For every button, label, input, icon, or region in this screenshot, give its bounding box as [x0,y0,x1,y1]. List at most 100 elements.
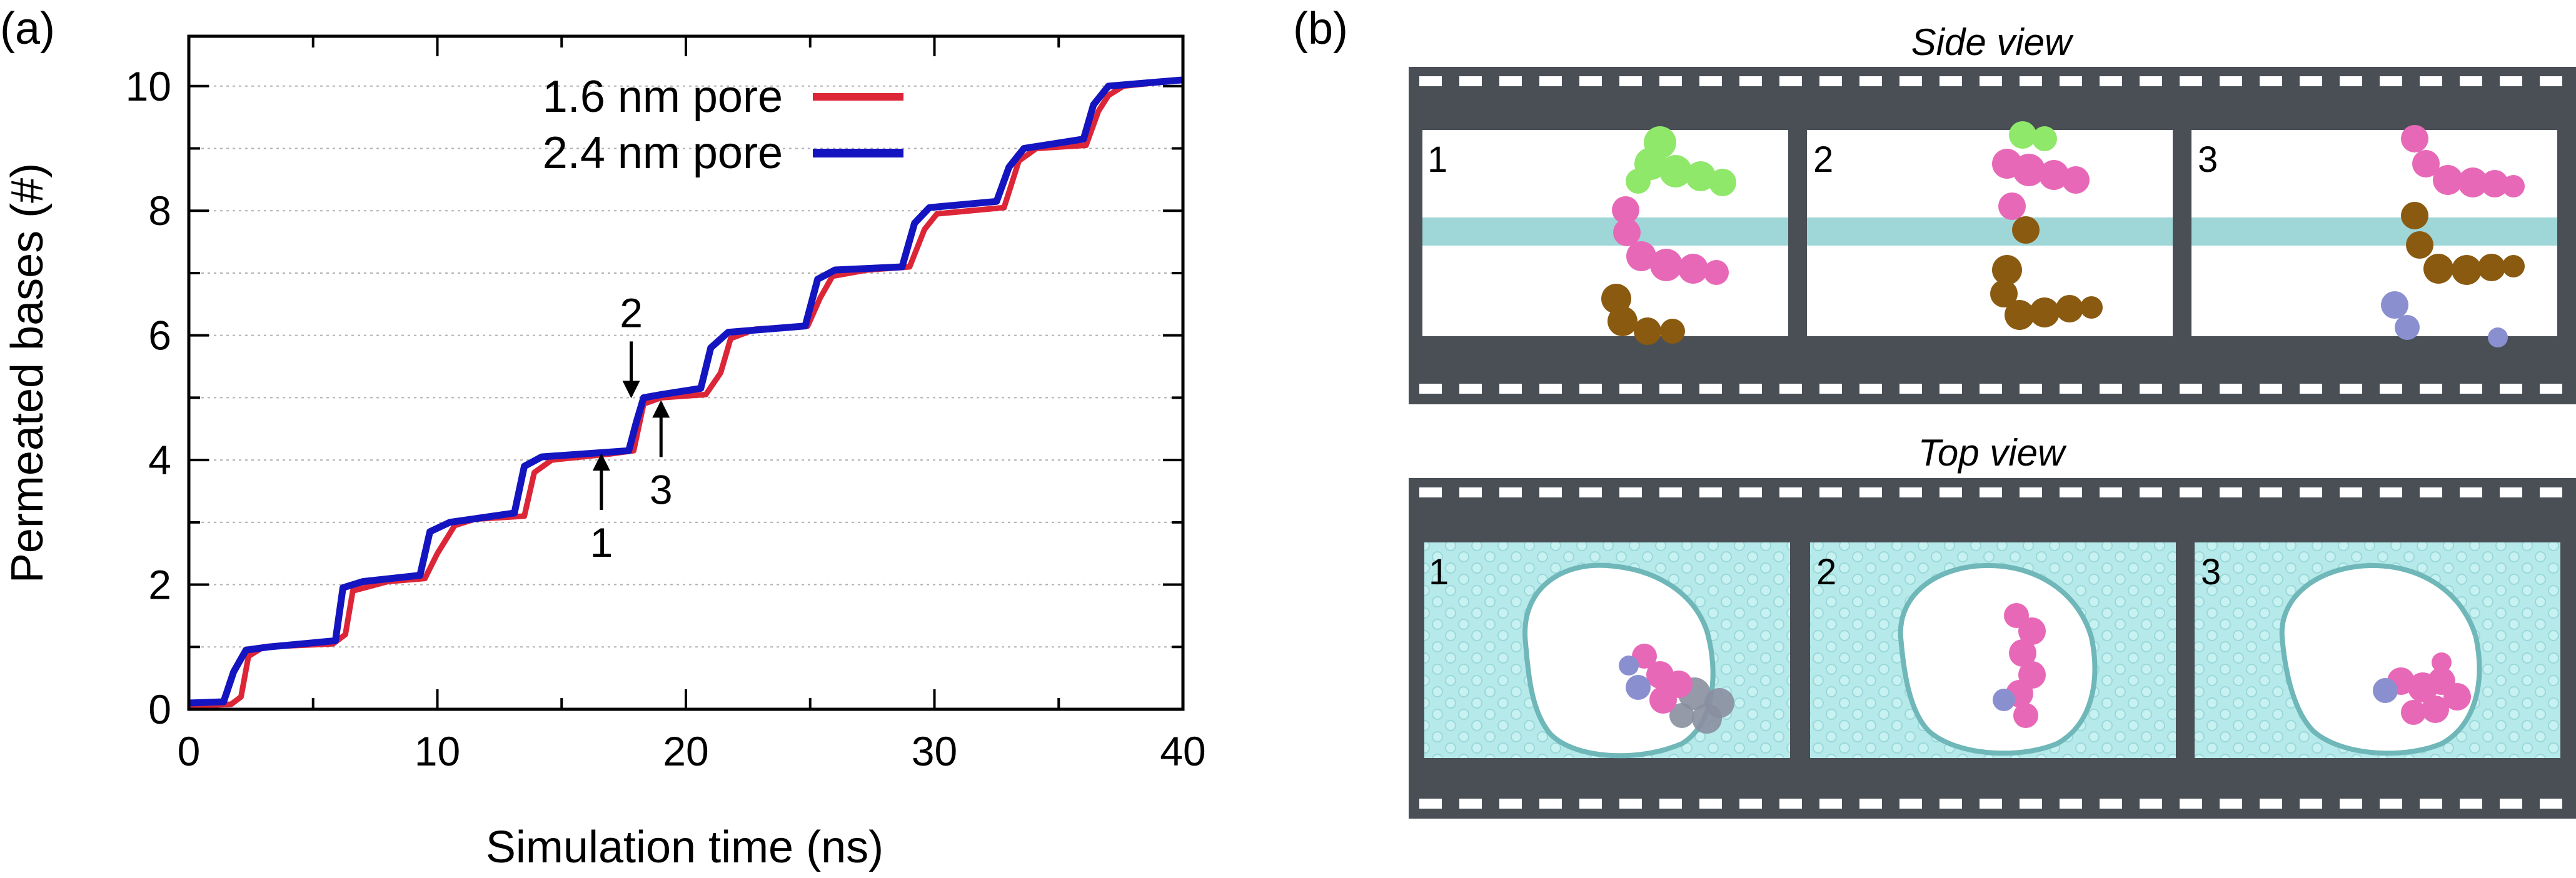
y-tick-label: 8 [148,187,171,234]
perforation [2220,76,2242,86]
perforation [2180,487,2202,497]
x-tick-label: 0 [178,728,201,774]
perforation [2140,799,2162,809]
perforation [1539,487,1562,497]
side-view-title: Side view [1911,21,2074,63]
perforation [2260,76,2282,86]
legend-label: 1.6 nm pore [543,72,783,122]
perforation [2140,487,2162,497]
perforation [2020,487,2042,497]
perforation [1779,76,1802,86]
perforation [1739,487,1762,497]
dna-strand [2381,125,2525,347]
perforation [2340,487,2362,497]
perforation [1499,799,1522,809]
x-tick-label: 10 [415,728,460,774]
perforation [1499,76,1522,86]
perforation [1940,487,1962,497]
film-perforations [1419,76,2562,394]
y-tick-label: 0 [148,686,171,732]
perforation [1419,487,1442,497]
y-tick-label: 6 [148,312,171,359]
frame-number: 1 [1429,552,1449,592]
y-tick-label: 4 [148,437,171,483]
perforation [1459,384,1482,394]
perforation [2260,384,2282,394]
perforation [2460,487,2482,497]
series-line-2-4nm [188,76,1184,707]
perforation [1659,799,1682,809]
perforation [1779,487,1802,497]
perforation [1940,799,1962,809]
side-frame-1: 1 [1422,126,1788,345]
perforation [1459,799,1482,809]
perforation [1419,384,1442,394]
film-perforations [1419,487,2562,809]
perforation [1980,384,2002,394]
perforation [2420,384,2442,394]
perforation [2260,799,2282,809]
y-axis-label: Permeated bases (#) [3,163,53,583]
perforation [1699,487,1722,497]
perforation [1899,487,1922,497]
nucleotide [1993,603,2046,728]
perforation [1619,799,1642,809]
perforation [2420,76,2442,86]
series-lines [188,76,1184,709]
side-frame-3: 3 [2191,125,2557,347]
perforation [1819,384,1842,394]
perforation [2220,487,2242,497]
perforation [1899,76,1922,86]
perforation [2340,799,2362,809]
panel-a-label: (a) [0,4,55,54]
perforation [2180,384,2202,394]
perforation [1859,76,1882,86]
annotation-arrowhead [652,400,670,418]
annotation-label: 2 [620,289,643,336]
perforation [1539,76,1562,86]
perforation [2140,384,2162,394]
perforation [1819,487,1842,497]
perforation [1619,384,1642,394]
perforation [2380,76,2402,86]
top-view-title: Top view [1918,432,2067,474]
perforation [1739,76,1762,86]
membrane [2191,217,2557,246]
perforation [2540,76,2562,86]
perforation [2500,384,2522,394]
perforation [2300,487,2322,497]
minor-ticks [189,36,1183,709]
perforation [2100,384,2122,394]
perforation [1739,384,1762,394]
perforation [2060,76,2082,86]
top-view-filmstrip: 1 2 3 [1409,478,2576,819]
perforation [2380,487,2402,497]
perforation [2540,487,2562,497]
perforation [1980,76,2002,86]
frame-number: 1 [1427,139,1447,180]
perforation [2020,799,2042,809]
perforation [2380,799,2402,809]
perforation [1419,799,1442,809]
perforation [1459,487,1482,497]
perforation [1659,487,1682,497]
perforation [1899,384,1922,394]
perforation [2220,384,2242,394]
perforation [1940,384,1962,394]
perforation [1579,384,1602,394]
perforation [2060,487,2082,497]
perforation [2020,76,2042,86]
nucleotide [1619,644,1734,734]
perforation [2300,799,2322,809]
perforation [1980,487,2002,497]
perforation [2020,384,2042,394]
y-ticks: 0 2 4 6 8 10 [126,63,1183,732]
nucleotide [2373,652,2471,725]
perforation [2460,76,2482,86]
top-frame-1: 1 [1424,542,1790,759]
perforation [2100,76,2122,86]
top-frame-3: 3 [2195,542,2560,758]
legend: 1.6 nm pore 2.4 nm pore [543,72,903,178]
perforation [2300,76,2322,86]
